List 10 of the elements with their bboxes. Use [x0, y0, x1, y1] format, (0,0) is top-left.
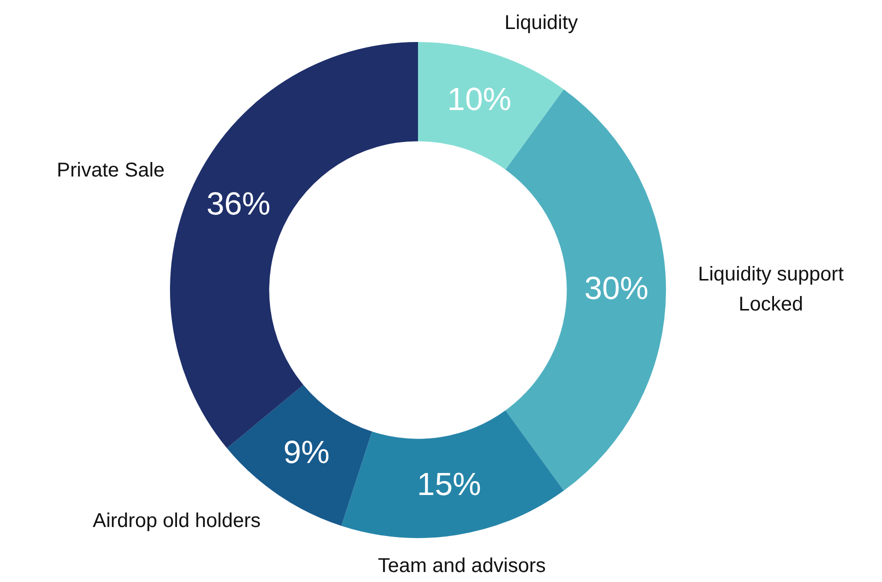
data-label: 15% [417, 466, 482, 502]
data-label: 9% [283, 434, 330, 470]
data-label: 36% [206, 185, 271, 222]
slice-label: Airdrop old holders [92, 510, 261, 532]
slice-label: Liquidity support Locked [698, 264, 844, 316]
data-label: 10% [447, 81, 512, 118]
slice-label: Private Sale [56, 159, 165, 182]
slice-label: Team and advisors [378, 555, 546, 578]
data-label: 30% [584, 270, 648, 306]
slice-label: Liquidity [504, 12, 578, 34]
